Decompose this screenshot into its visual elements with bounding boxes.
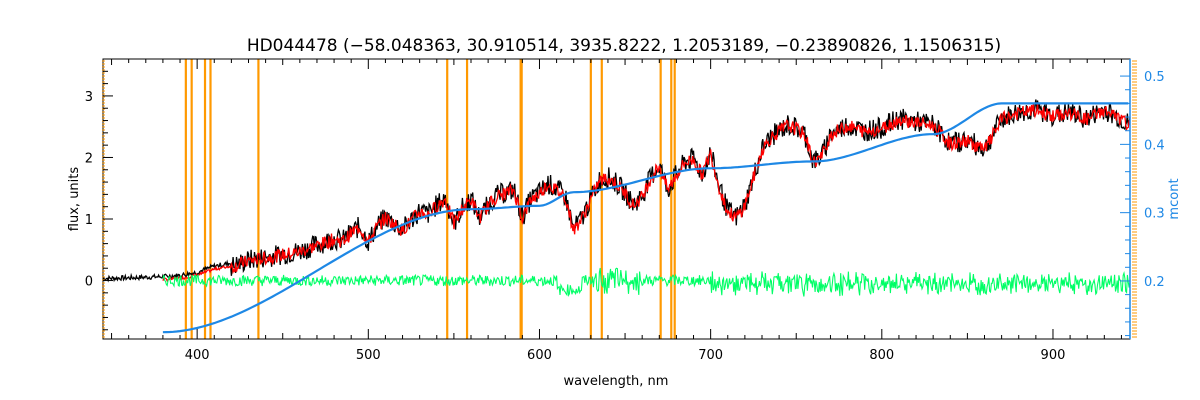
vertical-lines [184,59,676,339]
x-tick-label: 900 [1041,348,1066,363]
x-tick-label: 500 [356,348,381,363]
y-tick-label: 3 [85,90,93,105]
right-edge-minor-ticks [1132,60,1137,338]
x-axis-ticks: 400 500 600 700 800 900 [111,59,1122,363]
y-tick-label: 1 [85,213,93,228]
model-line [162,104,1131,283]
continuum-curve [162,102,1129,334]
x-tick-label: 800 [869,348,894,363]
model-spectrum [162,104,1131,283]
residuals [162,267,1131,298]
y2-tick-label: 0.3 [1144,207,1165,222]
continuum-line [162,102,1129,334]
y2-tick-label: 0.2 [1144,275,1165,290]
y2-axis-label: mcont [1167,178,1182,219]
observed-line [102,99,1131,283]
x-tick-label: 600 [527,348,552,363]
y-axis-label: flux, units [67,167,82,232]
left-edge-minor-ticks [102,60,105,338]
y2-axis-ticks: 0.2 0.3 0.4 0.5 [1120,70,1165,337]
y2-tick-label: 0.4 [1144,138,1165,153]
x-axis-label: wavelength, nm [564,374,669,389]
y-tick-label: 0 [85,275,93,290]
plot-frame [102,58,1131,340]
y2-tick-label: 0.5 [1144,70,1165,85]
residual-line [162,267,1131,298]
x-tick-label: 700 [698,348,723,363]
observed-spectrum [102,99,1131,283]
y-axis-ticks: 0 1 2 3 [85,70,113,331]
x-tick-label: 400 [185,348,210,363]
y-tick-label: 2 [85,151,93,166]
chart-title: HD044478 (−58.048363, 30.910514, 3935.82… [247,36,1001,56]
